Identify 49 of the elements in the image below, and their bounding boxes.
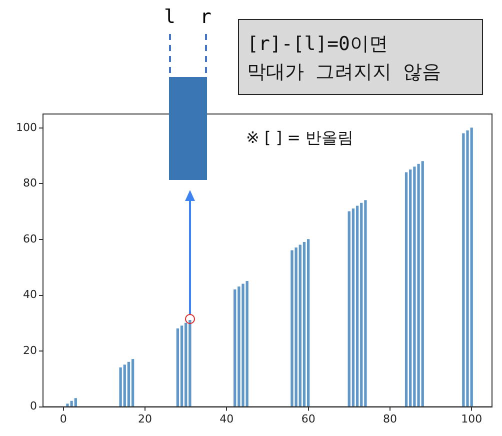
- bar: [294, 248, 298, 407]
- x-tick-label: 0: [60, 412, 67, 426]
- text: l: [164, 6, 176, 28]
- bar: [360, 202, 363, 407]
- text: [r]-[l]=0이면 막대가 그려지지 않음: [238, 19, 483, 95]
- bar: [470, 128, 473, 407]
- bar: [404, 172, 408, 407]
- bar: [352, 208, 355, 407]
- bar: [176, 328, 180, 407]
- bar: [184, 322, 188, 407]
- bar: [466, 130, 469, 407]
- bar: [238, 286, 240, 407]
- bar: [123, 364, 126, 407]
- bar: [306, 239, 310, 407]
- bar: [356, 206, 359, 407]
- bar: [421, 161, 424, 407]
- y-tick-label: 80: [22, 176, 37, 190]
- bar: [417, 164, 420, 407]
- bar: [74, 398, 77, 407]
- bar: [242, 284, 244, 407]
- bar: [66, 404, 69, 407]
- x-tick-label: 100: [461, 412, 482, 426]
- y-tick-label: 100: [16, 120, 37, 134]
- bar: [246, 280, 248, 407]
- text: r: [200, 6, 212, 28]
- bar: [188, 320, 192, 407]
- y-tick-label: 40: [22, 288, 37, 302]
- bar: [234, 289, 236, 407]
- bar: [290, 250, 294, 407]
- bar: [180, 326, 184, 407]
- y-tick-label: 60: [22, 232, 37, 246]
- y-tick-label: 20: [22, 344, 37, 357]
- bar: [462, 133, 465, 407]
- bar: [364, 200, 367, 407]
- bar: [298, 244, 302, 407]
- bar: [409, 169, 412, 407]
- annotation: ※ [ ] = 반올림: [246, 128, 354, 149]
- bar: [413, 166, 416, 407]
- bar: [131, 359, 134, 407]
- bar: [70, 400, 73, 407]
- x-tick-label: 20: [138, 412, 152, 426]
- bar: [119, 367, 122, 407]
- bar: [127, 362, 130, 407]
- y-tick-label: 0: [30, 400, 37, 413]
- x-tick-label: 60: [301, 412, 316, 426]
- bar: [302, 242, 306, 407]
- bar: [348, 211, 350, 407]
- x-tick-label: 40: [220, 412, 234, 426]
- x-tick-label: 80: [382, 412, 397, 426]
